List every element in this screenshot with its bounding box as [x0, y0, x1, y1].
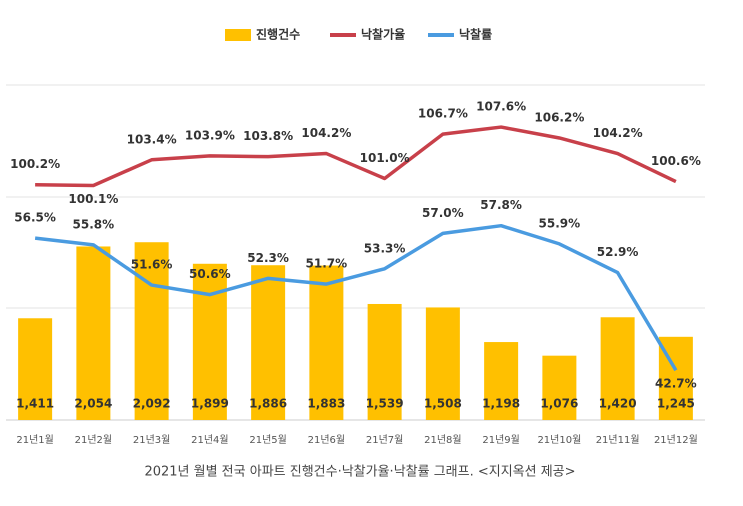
value-label: 1,420	[599, 397, 637, 411]
value-label: 55.9%	[539, 216, 581, 230]
value-label: 1,508	[424, 397, 462, 411]
legend-label: 낙찰률	[459, 27, 492, 42]
value-label: 52.9%	[597, 245, 639, 259]
x-tick-label: 21년9월	[482, 434, 520, 446]
bar	[134, 242, 169, 420]
bar	[309, 265, 344, 420]
value-label: 100.6%	[651, 154, 701, 168]
x-tick-label: 21년3월	[133, 434, 171, 446]
bar	[76, 246, 111, 420]
value-label: 53.3%	[364, 241, 406, 255]
bar	[18, 318, 53, 420]
value-label: 1,076	[540, 397, 578, 411]
value-label: 1,883	[307, 397, 345, 411]
x-tick-label: 21년10월	[537, 434, 581, 446]
bar	[484, 342, 519, 420]
bar	[425, 307, 460, 420]
value-label: 100.1%	[68, 192, 118, 206]
x-tick-label: 21년6월	[308, 434, 346, 446]
value-label: 100.2%	[10, 157, 60, 171]
x-tick-label: 21년1월	[16, 434, 54, 446]
value-label: 103.4%	[127, 132, 177, 146]
value-label: 1,886	[249, 397, 287, 411]
value-label: 104.2%	[593, 126, 643, 140]
value-label: 50.6%	[189, 267, 231, 281]
value-label: 103.9%	[185, 128, 235, 142]
value-label: 1,899	[191, 397, 229, 411]
value-label: 57.8%	[480, 198, 522, 212]
value-label: 52.3%	[247, 251, 289, 265]
value-label: 1,539	[366, 397, 404, 411]
x-tick-label: 21년4월	[191, 434, 229, 446]
value-label: 1,198	[482, 397, 520, 411]
value-label: 55.8%	[73, 217, 115, 231]
x-tick-label: 21년12월	[654, 434, 698, 446]
value-label: 57.0%	[422, 206, 464, 220]
value-label: 42.7%	[655, 377, 697, 391]
bar	[367, 303, 402, 420]
bar	[542, 355, 577, 420]
caption: 2021년 월별 전국 아파트 진행건수·낙찰가율·낙찰률 그래프. <지지옥션…	[144, 464, 575, 480]
value-label: 101.0%	[360, 151, 410, 165]
x-tick-label: 21년5월	[249, 434, 287, 446]
value-label: 1,245	[657, 397, 695, 411]
value-label: 2,054	[74, 397, 112, 411]
line	[34, 223, 678, 372]
value-label: 107.6%	[476, 100, 526, 114]
value-label: 103.8%	[243, 129, 293, 143]
line	[35, 125, 677, 188]
legend-label: 진행건수	[256, 27, 300, 42]
value-label: 2,092	[133, 397, 171, 411]
legend-swatch	[225, 29, 251, 41]
x-tick-label: 21년7월	[366, 434, 404, 446]
value-label: 51.7%	[306, 257, 348, 271]
x-tick-label: 21년2월	[75, 434, 113, 446]
value-label: 106.7%	[418, 107, 468, 121]
bar	[251, 265, 286, 420]
value-label: 104.2%	[301, 126, 351, 140]
bar	[600, 317, 635, 420]
x-tick-label: 21년11월	[596, 434, 640, 446]
value-label: 56.5%	[14, 211, 56, 225]
legend-label: 낙찰가율	[361, 27, 405, 42]
value-label: 1,411	[16, 397, 54, 411]
x-tick-label: 21년8월	[424, 434, 462, 446]
value-label: 51.6%	[131, 258, 173, 272]
value-label: 106.2%	[534, 110, 584, 124]
